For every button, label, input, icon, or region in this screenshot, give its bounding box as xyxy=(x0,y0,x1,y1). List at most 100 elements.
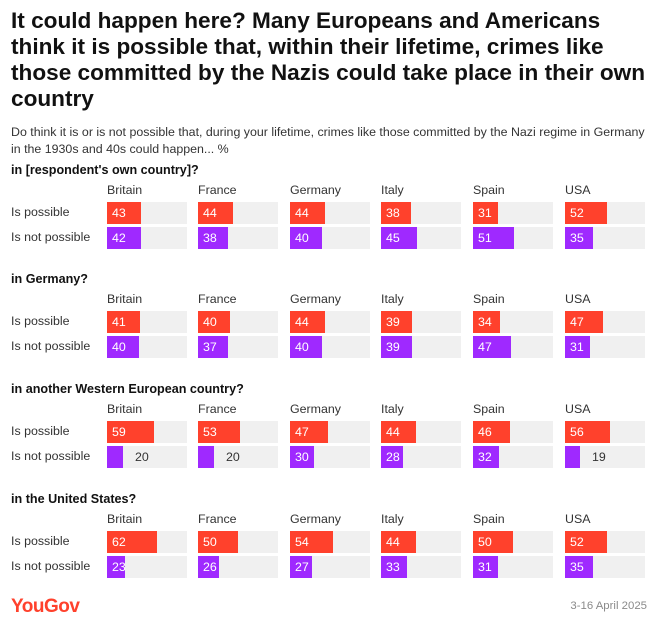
data-label: 40 xyxy=(112,340,126,354)
data-label: 47 xyxy=(478,340,492,354)
row-label-not-possible: Is not possible xyxy=(11,230,91,244)
bar-not-possible xyxy=(290,227,322,249)
data-label: 39 xyxy=(386,340,400,354)
data-label: 27 xyxy=(295,560,309,574)
data-label: 44 xyxy=(386,425,400,439)
data-label: 41 xyxy=(112,315,126,329)
row-label-not-possible: Is not possible xyxy=(11,449,91,463)
country-header: Spain xyxy=(473,292,505,306)
bar-possible xyxy=(565,531,607,553)
bar-possible xyxy=(290,421,328,443)
country-header: France xyxy=(198,402,237,416)
bar-track: 20 xyxy=(107,446,187,468)
bar-possible xyxy=(473,531,513,553)
country-header: USA xyxy=(565,292,591,306)
bar-track: 50 xyxy=(198,531,278,553)
panel-title: in Germany? xyxy=(11,272,88,286)
row-label-possible: Is possible xyxy=(11,424,70,438)
bar-possible xyxy=(565,421,610,443)
country-header: France xyxy=(198,183,237,197)
bar-possible xyxy=(565,311,603,333)
data-label: 20 xyxy=(226,450,240,464)
bar-not-possible xyxy=(473,556,498,578)
data-label: 37 xyxy=(203,340,217,354)
bar-track: 51 xyxy=(473,227,553,249)
country-header: Spain xyxy=(473,512,505,526)
data-label: 53 xyxy=(203,425,217,439)
bar-not-possible xyxy=(107,446,123,468)
bar-track: 40 xyxy=(107,336,187,358)
bar-track: 39 xyxy=(381,336,461,358)
bar-track: 44 xyxy=(290,311,370,333)
data-label: 20 xyxy=(135,450,149,464)
bar-not-possible xyxy=(473,336,511,358)
bar-possible xyxy=(290,311,325,333)
bar-track: 47 xyxy=(565,311,645,333)
bar-track: 19 xyxy=(565,446,645,468)
chart-subtitle: Do think it is or is not possible that, … xyxy=(11,125,645,156)
data-label: 44 xyxy=(386,535,400,549)
bar-track: 40 xyxy=(290,336,370,358)
bar-track: 52 xyxy=(565,531,645,553)
bar-possible xyxy=(381,531,416,553)
data-label: 31 xyxy=(570,340,584,354)
data-label: 31 xyxy=(478,206,492,220)
bar-track: 47 xyxy=(290,421,370,443)
bar-track: 56 xyxy=(565,421,645,443)
country-header: Germany xyxy=(290,292,341,306)
country-header: Italy xyxy=(381,512,404,526)
bar-not-possible xyxy=(107,336,139,358)
bar-possible xyxy=(107,531,157,553)
bar-possible xyxy=(473,421,510,443)
bar-track: 50 xyxy=(473,531,553,553)
panel-title: in the United States? xyxy=(11,492,137,506)
data-label: 43 xyxy=(112,206,126,220)
data-label: 52 xyxy=(570,535,584,549)
country-header: Spain xyxy=(473,183,505,197)
bar-not-possible xyxy=(565,227,593,249)
country-header: Spain xyxy=(473,402,505,416)
bar-possible xyxy=(107,421,154,443)
bar-not-possible xyxy=(381,446,403,468)
panel-title: in another Western European country? xyxy=(11,382,244,396)
country-header: Italy xyxy=(381,402,404,416)
bar-not-possible xyxy=(565,556,593,578)
country-header: USA xyxy=(565,183,591,197)
bar-not-possible xyxy=(473,446,499,468)
data-label: 32 xyxy=(478,450,492,464)
bar-track: 52 xyxy=(565,202,645,224)
bar-track: 44 xyxy=(381,531,461,553)
bar-possible xyxy=(107,202,141,224)
bar-possible xyxy=(107,311,140,333)
bar-possible xyxy=(198,421,240,443)
country-header: USA xyxy=(565,512,591,526)
bar-not-possible xyxy=(107,227,141,249)
bar-track: 33 xyxy=(381,556,461,578)
bar-track: 54 xyxy=(290,531,370,553)
bar-not-possible xyxy=(565,336,590,358)
bar-possible xyxy=(290,202,325,224)
country-header: Germany xyxy=(290,183,341,197)
bar-track: 34 xyxy=(473,311,553,333)
bar-track: 41 xyxy=(107,311,187,333)
data-label: 42 xyxy=(112,231,126,245)
bar-possible xyxy=(381,311,412,333)
bar-not-possible xyxy=(381,336,412,358)
data-label: 52 xyxy=(570,206,584,220)
bar-track: 31 xyxy=(473,202,553,224)
bar-possible xyxy=(473,202,498,224)
bar-track: 46 xyxy=(473,421,553,443)
data-label: 28 xyxy=(386,450,400,464)
country-header: Italy xyxy=(381,183,404,197)
data-label: 54 xyxy=(295,535,309,549)
bar-track: 35 xyxy=(565,227,645,249)
bar-track: 30 xyxy=(290,446,370,468)
bar-not-possible xyxy=(565,446,580,468)
data-label: 33 xyxy=(386,560,400,574)
bar-not-possible xyxy=(290,446,314,468)
bar-track: 44 xyxy=(381,421,461,443)
bar-track: 26 xyxy=(198,556,278,578)
bar-not-possible xyxy=(290,556,312,578)
bar-not-possible xyxy=(107,556,125,578)
bar-track: 38 xyxy=(381,202,461,224)
